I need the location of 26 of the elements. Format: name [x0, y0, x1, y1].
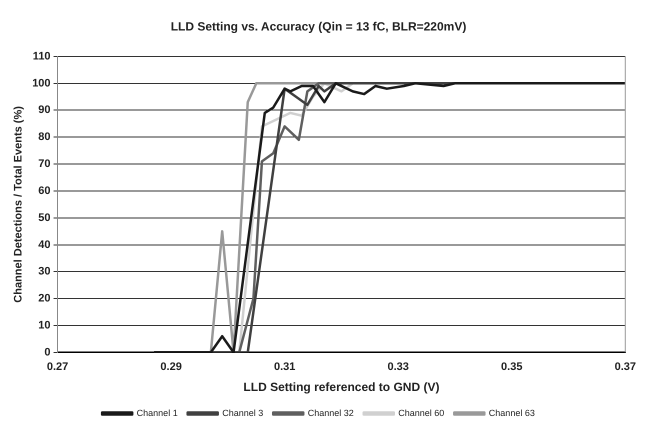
y-tick-label: 40 — [38, 238, 51, 251]
x-tick-label: 0.35 — [501, 361, 522, 374]
y-tick-label: 90 — [38, 104, 51, 116]
legend-label: Channel 60 — [398, 408, 444, 418]
x-tick-label: 0.29 — [160, 361, 182, 374]
y-tick-label: 0 — [44, 346, 51, 358]
legend-label: Channel 63 — [488, 408, 535, 418]
legend-label: Channel 32 — [308, 408, 354, 418]
x-tick-label: 0.27 — [46, 361, 68, 374]
y-tick-label: 20 — [38, 292, 51, 305]
y-axis-title: Channel Detections / Total Events (%) — [12, 106, 25, 303]
x-axis-title: LLD Setting referenced to GND (V) — [243, 380, 440, 394]
chart-title: LLD Setting vs. Accuracy (Qin = 13 fC, BLR=220mV) — [170, 20, 466, 34]
legend-label: Channel 1 — [136, 408, 178, 418]
y-tick-label: 30 — [38, 266, 51, 278]
y-tick-label: 70 — [38, 158, 51, 170]
x-tick-label: 0.31 — [274, 361, 296, 374]
y-tick-label: 10 — [38, 320, 51, 332]
y-tick-label: 80 — [38, 131, 51, 144]
y-tick-label: 110 — [32, 50, 51, 62]
y-tick-label: 100 — [32, 77, 51, 90]
y-tick-label: 50 — [38, 212, 51, 224]
x-tick-label: 0.37 — [614, 361, 636, 374]
y-tick-label: 60 — [38, 184, 51, 197]
x-tick-label: 0.33 — [387, 361, 409, 374]
legend-label: Channel 3 — [222, 408, 264, 418]
